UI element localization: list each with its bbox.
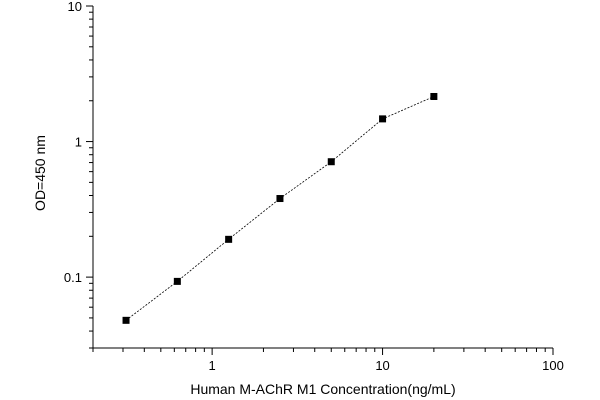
x-axis-title: Human M-AChR M1 Concentration(ng/mL) <box>190 381 455 397</box>
data-point <box>225 235 233 243</box>
x-tick-label: 100 <box>542 358 564 373</box>
y-tick-label: 0.1 <box>64 270 82 285</box>
data-point <box>122 316 130 324</box>
series-points <box>122 92 438 324</box>
x-tick-label: 1 <box>209 358 216 373</box>
axes <box>92 6 553 349</box>
series-line <box>125 96 435 321</box>
data-point <box>173 277 181 285</box>
data-point <box>327 158 335 166</box>
series-line-path <box>125 96 435 321</box>
y-axis-title: OD=450 nm <box>32 135 48 211</box>
data-point <box>276 195 284 203</box>
data-point <box>379 115 387 123</box>
y-tick-label: 1 <box>75 135 82 150</box>
y-tick-label: 10 <box>68 0 82 14</box>
data-point <box>430 92 438 100</box>
x-tick-label: 10 <box>375 358 389 373</box>
ticks: 1 10 100 0.1 1 10 <box>64 0 564 373</box>
